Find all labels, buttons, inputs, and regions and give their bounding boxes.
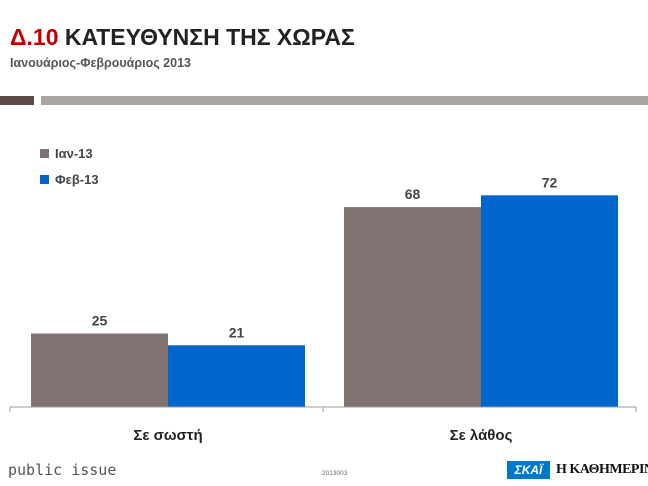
legend-label-jan: Ιαν-13 [55, 146, 93, 161]
legend-label-feb: Φεβ-13 [55, 172, 99, 187]
legend-swatch-jan [40, 149, 49, 158]
category-label-1: Σε λάθος [450, 427, 513, 444]
data-label-feb-0: 21 [229, 324, 245, 340]
data-label-jan-0: 25 [92, 313, 108, 329]
header-rule-accent [0, 96, 34, 105]
legend-item-jan: Ιαν-13 [40, 146, 93, 161]
bar-feb-1 [481, 195, 618, 407]
title-text: ΚΑΤΕΥΘΥΝΣΗ ΤΗΣ ΧΩΡΑΣ [64, 24, 355, 50]
data-label-feb-1: 72 [542, 174, 558, 190]
brand-wordmark: public issue [8, 461, 117, 479]
category-label-0: Σε σωστή [133, 427, 202, 444]
skai-logo: ΣΚΑΪ [507, 461, 550, 479]
legend-swatch-feb [40, 175, 49, 184]
data-label-jan-1: 68 [405, 186, 421, 202]
bar-jan-0 [31, 333, 168, 407]
title-code: Δ.10 [10, 24, 59, 50]
page-title: Δ.10 ΚΑΤΕΥΘΥΝΣΗ ΤΗΣ ΧΩΡΑΣ [10, 24, 355, 51]
bar-feb-0 [168, 345, 305, 407]
page-subtitle: Ιανουάριος-Φεβρουάριος 2013 [10, 56, 191, 70]
document-code: 2013003 [322, 470, 348, 477]
kathimerini-logo: Η ΚΑΘΗΜΕΡΙΝΗ [556, 462, 648, 477]
legend-item-feb: Φεβ-13 [40, 172, 99, 187]
header-rule [41, 96, 648, 105]
bar-jan-1 [344, 207, 481, 407]
